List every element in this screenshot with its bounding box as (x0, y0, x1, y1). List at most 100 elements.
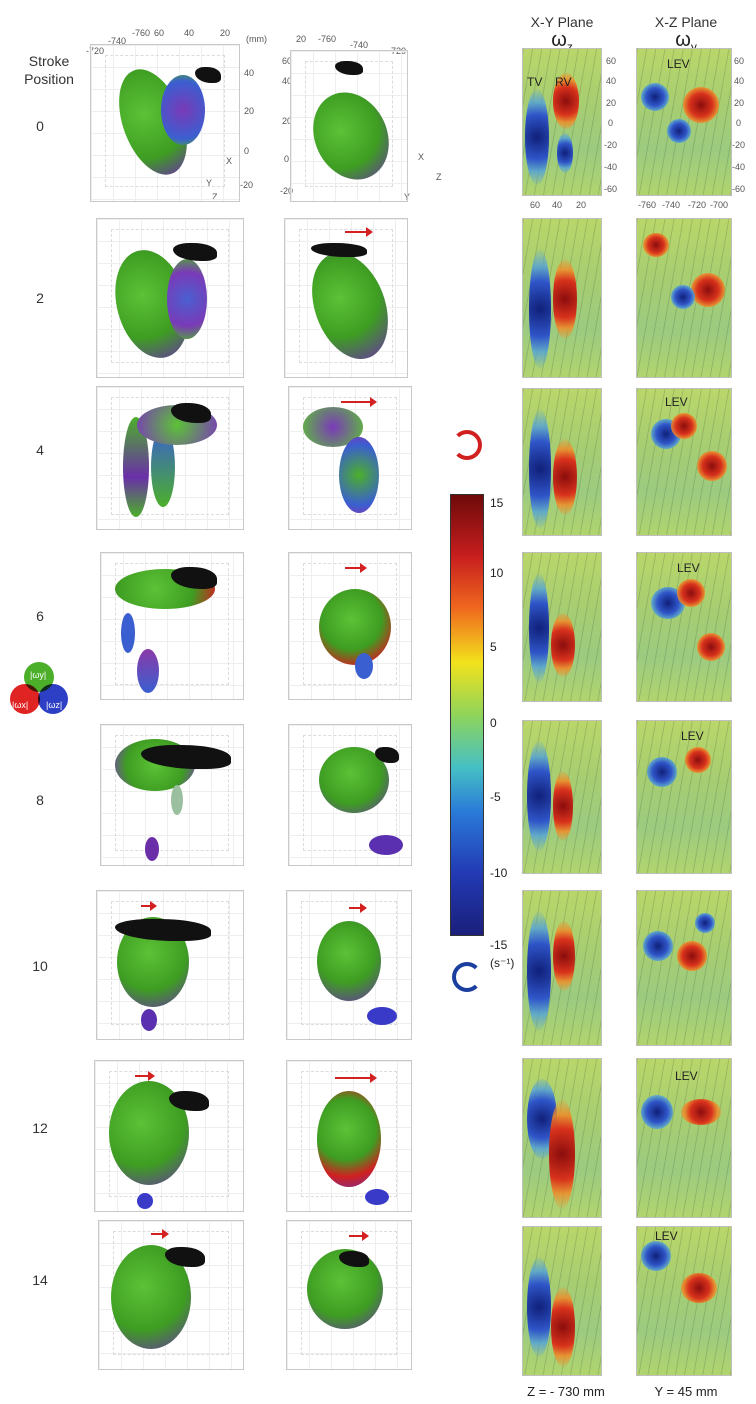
iso-col2-stroke-10 (286, 890, 412, 1040)
iso-col1-stroke-2 (96, 218, 244, 378)
xy-right-tick-2: 40 (606, 76, 617, 86)
xz-bottom-tick-2: -740 (662, 200, 681, 210)
iso-col2-stroke-12 (286, 1060, 412, 1212)
xz-right-tick-4: 0 (736, 118, 742, 128)
iso-col1-stroke-14 (98, 1220, 244, 1370)
iso-col2-stroke-6 (288, 552, 412, 700)
col2-top-tick-1: -760 (318, 34, 337, 44)
stroke-label-12: 12 (32, 1120, 48, 1136)
xy-right-tick-4: 0 (608, 118, 614, 128)
xz-bottom-tick-1: -760 (638, 200, 657, 210)
col1-top-tick-6: 20 (220, 28, 231, 38)
stroke-label-10: 10 (32, 958, 48, 974)
vorticity-colorbar (450, 494, 484, 936)
colorbar-unit: (s⁻¹) (490, 956, 515, 970)
xy-plane-sub: z (566, 40, 573, 54)
colorbar-tick-neg10: -10 (490, 866, 508, 880)
xy-plane-stroke-2 (522, 218, 602, 378)
xy-plane-symbol: ω (551, 29, 567, 51)
xy-bottom-tick-2: 40 (552, 200, 563, 210)
col1-top-tick-3: -760 (132, 28, 151, 38)
lev-label-stroke-0: LEV (667, 57, 690, 71)
xy-right-tick-6: -40 (604, 162, 618, 172)
col2-left-tick-1: 60 (282, 56, 293, 66)
venn-circle-x (10, 684, 40, 714)
iso-col2-stroke-8 (288, 724, 412, 866)
iso-col1-stroke-12 (94, 1060, 244, 1212)
xz-right-tick-7: -60 (732, 184, 746, 194)
col1-right-tick-4: -20 (240, 180, 254, 190)
xy-plane-title: X-Y Plane (530, 14, 594, 30)
xz-plane-stroke-12: LEV (636, 1058, 732, 1218)
stroke-label-2: 2 (36, 290, 44, 306)
col1-top-tick-5: 40 (184, 28, 195, 38)
venn-circle-z (38, 684, 68, 714)
xz-bottom-tick-4: -700 (710, 200, 729, 210)
xy-bottom-tick-1: 60 (530, 200, 541, 210)
col2-triad-x: X (418, 152, 425, 162)
xy-plane-stroke-4 (522, 388, 602, 536)
xy-plane-header: X-Y Plane ωz (512, 14, 612, 57)
xz-right-tick-6: -40 (732, 162, 746, 172)
xy-bottom-tick-3: 20 (576, 200, 587, 210)
xz-plane-title: X-Z Plane (654, 14, 718, 30)
xz-plane-stroke-14: LEV (636, 1226, 732, 1376)
vorticity-venn-legend: |ωy| |ωx| |ωz| (8, 662, 70, 720)
venn-label-y: |ωy| (30, 670, 47, 680)
xy-right-tick-5: -20 (604, 140, 618, 150)
colorbar-tick-15: 15 (490, 496, 504, 510)
rv-label: RV (555, 75, 572, 89)
col2-left-tick-4: 0 (284, 154, 290, 164)
xz-plane-stroke-4: LEV (636, 388, 732, 536)
xz-plane-symbol: ω (675, 29, 691, 51)
colorbar-tick-10: 10 (490, 566, 504, 580)
lev-label-stroke-4: LEV (665, 395, 688, 409)
col1-right-tick-3: 0 (244, 146, 250, 156)
xz-plane-stroke-0: LEV (636, 48, 732, 196)
xz-plane-stroke-2 (636, 218, 732, 378)
stroke-label-6: 6 (36, 608, 44, 624)
iso-col2-stroke-4 (288, 386, 412, 530)
xz-right-tick-1: 60 (734, 56, 745, 66)
colorbar-tick-0: 0 (490, 716, 497, 730)
counterclockwise-arrow-icon (452, 430, 482, 460)
lev-label-stroke-12: LEV (675, 1069, 698, 1083)
col1-right-tick-1: 40 (244, 68, 255, 78)
xy-right-tick-3: 20 (606, 98, 617, 108)
tv-label: TV (527, 75, 543, 89)
xz-plane-stroke-8: LEV (636, 720, 732, 874)
stroke-label-8: 8 (36, 792, 44, 808)
col2-left-tick-3: 20 (282, 116, 293, 126)
xy-plane-stroke-0: TV RV (522, 48, 602, 196)
xz-plane-footer: Y = 45 mm (654, 1384, 718, 1399)
col2-left-tick-5: -20 (280, 186, 294, 196)
stroke-position-header: Stroke Position (14, 52, 84, 88)
colorbar-tick-5: 5 (490, 640, 497, 654)
iso-col2-stroke-14 (286, 1220, 412, 1370)
xy-plane-stroke-14 (522, 1226, 602, 1376)
col2-top-tick-4: 20 (296, 34, 307, 44)
iso-col1-stroke-4 (96, 386, 244, 530)
col1-unit: (mm) (246, 34, 267, 44)
colorbar-tick-neg15: -15 (490, 938, 508, 952)
clockwise-arrow-icon (452, 962, 482, 992)
stroke-label-14: 14 (32, 1272, 48, 1288)
xz-plane-stroke-6: LEV (636, 552, 732, 702)
lev-label-stroke-8: LEV (681, 729, 704, 743)
venn-label-z: |ωz| (46, 700, 63, 710)
col1-right-tick-2: 20 (244, 106, 255, 116)
iso-col1-stroke-6 (100, 552, 244, 700)
xz-bottom-tick-3: -720 (688, 200, 707, 210)
xy-plane-stroke-6 (522, 552, 602, 702)
xy-plane-stroke-10 (522, 890, 602, 1046)
xz-plane-header: X-Z Plane ωy (636, 14, 736, 57)
xy-plane-stroke-12 (522, 1058, 602, 1218)
xz-right-tick-3: 20 (734, 98, 745, 108)
iso-col1-stroke-10 (96, 890, 244, 1040)
venn-label-x: |ωx| (12, 700, 29, 710)
stroke-header-line1: Stroke (28, 53, 70, 69)
colorbar-tick-neg5: -5 (490, 790, 501, 804)
iso-col1-stroke-8 (100, 724, 244, 866)
lev-label-stroke-14: LEV (655, 1229, 678, 1243)
col2-top-tick-2: -740 (350, 40, 369, 50)
